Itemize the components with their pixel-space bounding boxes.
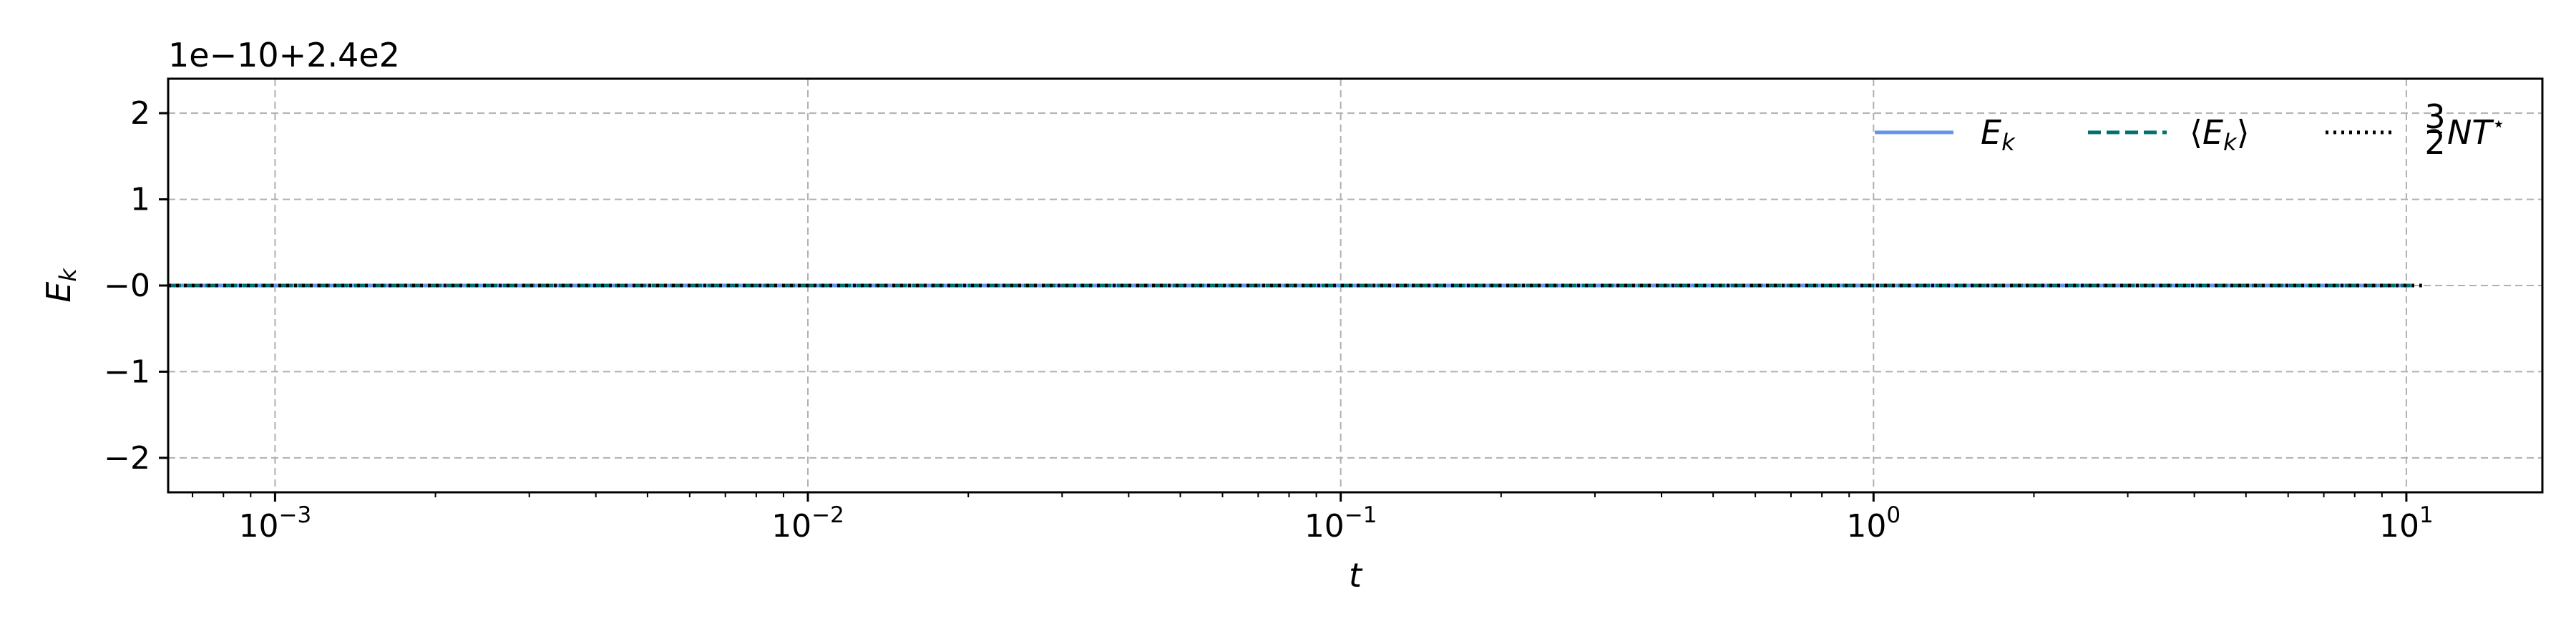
legend-avg-main: E <box>2202 113 2223 152</box>
x-tick-label-base: 10 <box>2379 508 2419 545</box>
x-tick-label-exponent: 0 <box>1886 502 1901 528</box>
legend-thermal-star: ⋆ <box>2492 112 2506 137</box>
x-axis-label: t <box>1349 556 1363 595</box>
y-axis-label-main: E <box>39 282 78 303</box>
legend-thermal-fraction-denominator: 2 <box>2424 123 2445 162</box>
legend-label-avg: ⟨Ek⟩ <box>2190 113 2250 156</box>
legend-avg-left: ⟨ <box>2190 113 2202 152</box>
x-tick-label: 101 <box>2379 502 2434 545</box>
x-tick-label-exponent: 1 <box>2419 502 2434 528</box>
x-tick-label-exponent: −1 <box>1345 502 1377 528</box>
legend-thermal-nt: NT <box>2447 113 2494 152</box>
x-tick-label: 10−2 <box>771 502 844 545</box>
x-tick-label-base: 10 <box>771 508 811 545</box>
x-tick-label: 10−1 <box>1304 502 1377 545</box>
y-tick-label: 2 <box>130 95 150 132</box>
y-axis-label: Ek <box>39 268 82 303</box>
legend-ek-main: E <box>1981 113 2001 152</box>
legend: Ek ⟨Ek⟩ 3 2 NT⋆ <box>1875 97 2505 162</box>
y-tick-label: −2 <box>104 440 150 477</box>
x-tick-label-base: 10 <box>239 508 279 545</box>
legend-avg-sub: k <box>2223 129 2238 156</box>
x-tick-label-exponent: −2 <box>811 502 844 528</box>
plot-area: 10−3 10−2 10−1 100 101 21−0−1−2 <box>104 77 2544 545</box>
y-axis-ticks: 2 1 −0 −1 −2 <box>104 95 168 477</box>
legend-thermal-fraction-numerator: 3 <box>2424 97 2445 136</box>
x-tick-label-base: 10 <box>1304 508 1345 545</box>
y-tick-label: −0 <box>104 268 150 304</box>
y-axis-offset-label: 1e−10+2.4e2 <box>168 36 400 74</box>
x-axis-ticks: 10−3 10−2 10−1 100 101 <box>239 492 2434 545</box>
x-tick-label: 10−3 <box>239 502 312 545</box>
x-tick-label: 100 <box>1846 502 1901 545</box>
legend-label-thermal: 3 2 NT⋆ <box>2424 97 2505 162</box>
y-tick-label: 1 <box>130 182 150 218</box>
x-tick-label-exponent: −3 <box>279 502 312 528</box>
x-tick-label-base: 10 <box>1846 508 1886 545</box>
legend-thermal-main: NT⋆ <box>2447 112 2505 152</box>
y-axis-label-sub: k <box>54 268 82 282</box>
legend-label-ek: Ek <box>1981 113 2016 156</box>
legend-avg-right: ⟩ <box>2237 113 2250 152</box>
legend-ek-sub: k <box>2001 129 2016 156</box>
y-tick-label: −1 <box>104 353 150 390</box>
